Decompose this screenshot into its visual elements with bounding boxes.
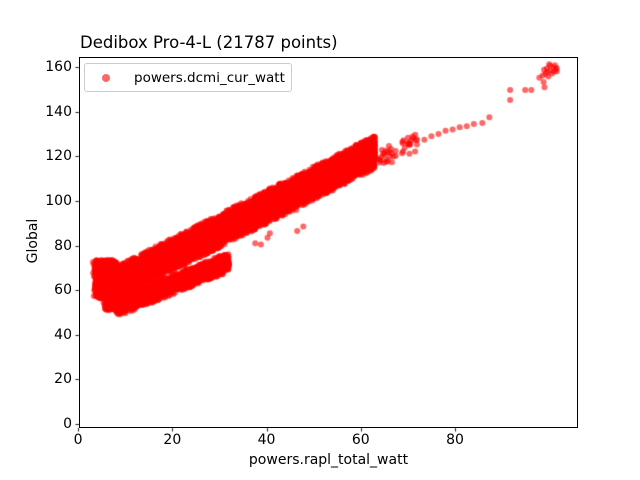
chart-title: Dedibox Pro-4-L (21787 points) — [80, 33, 338, 52]
y-tick-label: 100 — [45, 192, 72, 209]
y-tick-label: 140 — [45, 103, 72, 120]
y-tick-label: 0 — [63, 415, 72, 432]
y-tick-label: 160 — [45, 59, 72, 76]
x-axis-label: powers.rapl_total_watt — [248, 452, 409, 468]
y-tick-label: 20 — [54, 371, 72, 388]
legend-label: powers.dcmi_cur_watt — [134, 69, 285, 86]
x-tick-label: 80 — [446, 432, 464, 448]
x-tick-label: 60 — [351, 432, 370, 448]
y-tick-label: 40 — [54, 326, 72, 343]
x-tick-label: 40 — [257, 432, 276, 448]
legend: powers.dcmi_cur_watt — [84, 63, 292, 92]
x-tick-label: 0 — [73, 432, 83, 448]
x-tick-label: 20 — [163, 432, 182, 448]
legend-marker-icon — [102, 73, 110, 82]
y-tick-label: 80 — [54, 237, 72, 254]
y-tick-label: 120 — [45, 148, 72, 165]
y-tick-label: 60 — [54, 282, 72, 299]
